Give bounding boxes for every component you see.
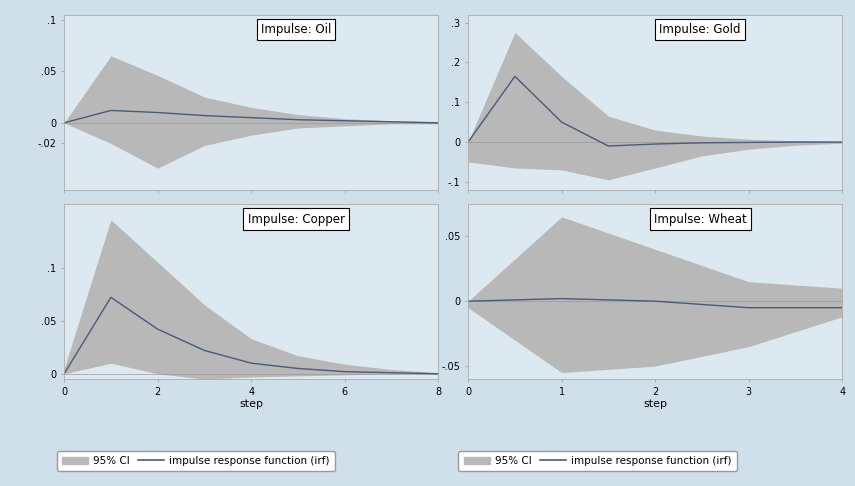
Legend: 95% CI, impulse response function (irf): 95% CI, impulse response function (irf) <box>56 451 335 471</box>
Text: Impulse: Gold: Impulse: Gold <box>659 23 740 36</box>
Text: Impulse: Wheat: Impulse: Wheat <box>654 212 746 226</box>
Text: Impulse: Oil: Impulse: Oil <box>261 23 331 36</box>
Text: Impulse: Copper: Impulse: Copper <box>248 212 345 226</box>
X-axis label: step: step <box>643 399 667 410</box>
Legend: 95% CI, impulse response function (irf): 95% CI, impulse response function (irf) <box>458 451 737 471</box>
X-axis label: step: step <box>239 399 263 410</box>
